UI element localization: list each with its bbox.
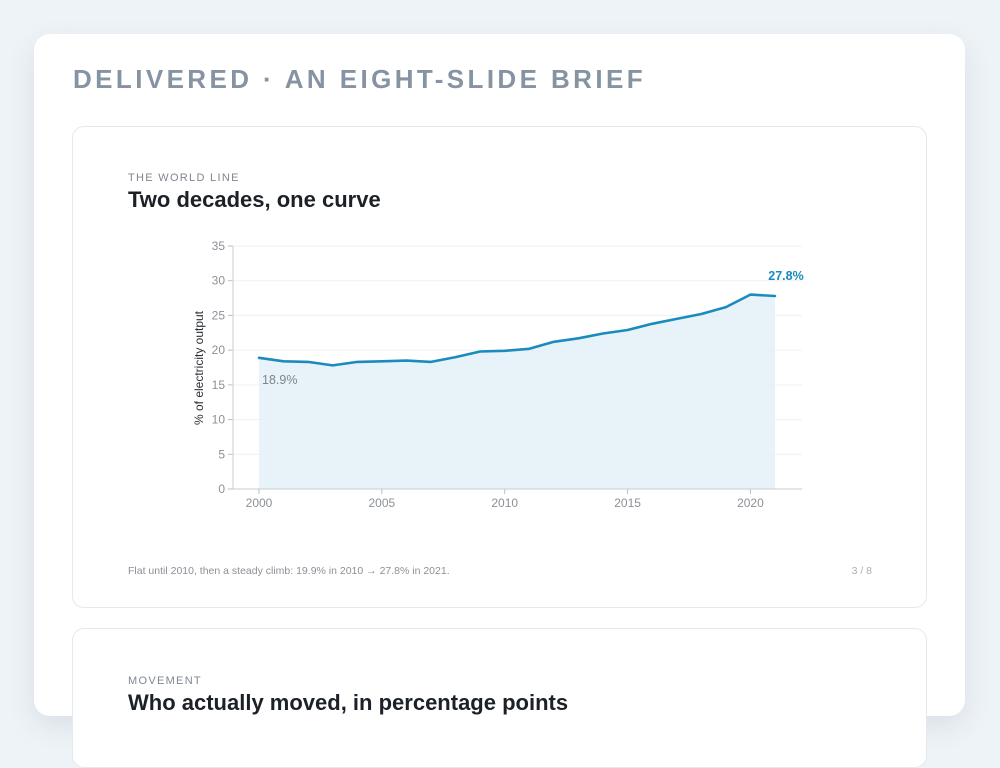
slide-title: Who actually moved, in percentage points [128, 690, 569, 715]
y-tick-label: 0 [218, 482, 225, 496]
slide-caption: Flat until 2010, then a steady climb: 19… [128, 565, 450, 577]
y-tick-label: 20 [212, 343, 226, 357]
slide-world-line: THE WORLD LINE Two decades, one curve 0 5… [72, 126, 927, 608]
y-tick-label: 10 [212, 413, 226, 427]
series-line [257, 293, 777, 367]
slide-pager: 3 / 8 [851, 565, 872, 577]
x-tick-label: 2020 [737, 496, 764, 510]
start-value-label: 18.9% [262, 373, 297, 387]
x-tick-label: 2000 [246, 496, 273, 510]
chart-tick-labels: 0 5 10 15 20 25 30 35 2000 2005 2010 2015 2020 [212, 239, 764, 510]
x-tick-label: 2005 [369, 496, 396, 510]
line-chart: 0 5 10 15 20 25 30 35 2000 2005 2010 2015 2020 % of … [192, 239, 804, 510]
x-tick-label: 2010 [491, 496, 518, 510]
slide-eyebrow: THE WORLD LINE [128, 172, 240, 184]
y-tick-label: 35 [212, 239, 226, 253]
series-area [259, 294, 775, 489]
page-heading: DELIVERED · AN EIGHT-SLIDE BRIEF [73, 64, 646, 94]
chart-annotations: 18.9% 27.8% [262, 269, 804, 387]
slide-title: Two decades, one curve [128, 187, 381, 212]
slide-movement: MOVEMENT Who actually moved, in percenta… [72, 628, 927, 768]
y-tick-label: 15 [212, 378, 226, 392]
y-tick-label: 5 [218, 447, 225, 461]
y-tick-label: 30 [212, 274, 226, 288]
y-tick-label: 25 [212, 308, 226, 322]
end-value-label: 27.8% [768, 269, 803, 283]
x-tick-label: 2015 [614, 496, 641, 510]
slide-eyebrow: MOVEMENT [128, 675, 202, 687]
chart-axes [228, 245, 802, 494]
y-axis-label: % of electricity output [192, 310, 206, 425]
